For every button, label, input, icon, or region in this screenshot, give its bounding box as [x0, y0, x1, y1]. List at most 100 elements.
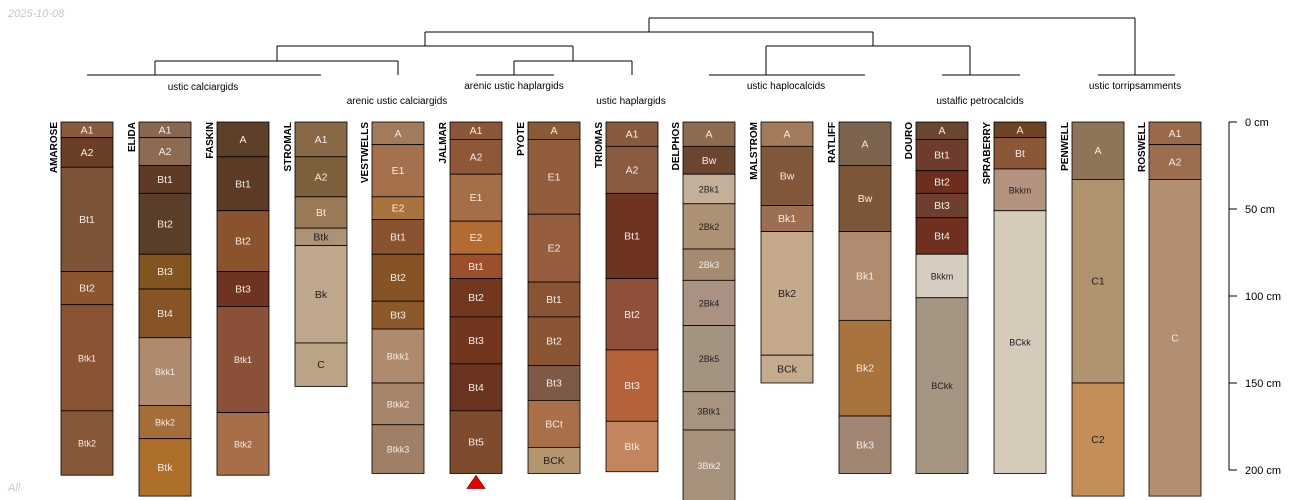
horizon-label: C [1171, 332, 1179, 344]
horizon-label: BCK [543, 455, 565, 467]
horizon-bt2[interactable] [138, 192, 192, 255]
profile-douro[interactable]: DOURO A Bt1 Bt2 Bt3 Bt4 Bkkm BCkk [904, 121, 969, 474]
profile-faskin[interactable]: FASKIN A Bt1 Bt2 Bt3 Btk1 Btk2 [205, 121, 270, 476]
horizon-bt3[interactable] [216, 271, 270, 307]
horizon-bt3[interactable] [915, 192, 969, 219]
horizon-3btk1[interactable] [682, 391, 736, 431]
group-label-calciargids: ustic calciargids [168, 82, 239, 93]
horizon-btk2[interactable] [216, 412, 270, 476]
horizon-label: Bt3 [468, 335, 484, 347]
horizon-bckk[interactable] [915, 297, 969, 474]
horizon-a2[interactable] [605, 145, 659, 194]
horizon-btk[interactable] [605, 420, 659, 473]
horizon-label: BCkk [1009, 338, 1031, 348]
horizon-2bk5[interactable] [682, 325, 736, 393]
profile-elida[interactable]: ELIDA A1 A2 Bt1 Bt2 Bt3 Bt4 Bkk1 Bkk2 Btk [127, 121, 192, 497]
profile-jalmar[interactable]: JALMAR A1 A2 E1 E2 Bt1 Bt2 Bt3 Bt4 Bt5 [438, 121, 503, 489]
horizon-a[interactable] [1071, 121, 1125, 180]
horizon-bk1[interactable] [760, 205, 814, 233]
horizon-btk1[interactable] [216, 306, 270, 413]
horizon-bk3[interactable] [838, 415, 892, 474]
horizon-bkk1[interactable] [138, 337, 192, 407]
horizon-btkk1[interactable] [371, 328, 425, 384]
horizon-bt3[interactable] [138, 253, 192, 290]
horizon-bk2[interactable] [838, 319, 892, 417]
horizon-label: Bt1 [79, 214, 95, 226]
horizon-bt1[interactable] [371, 219, 425, 255]
horizon-e2[interactable] [449, 220, 503, 255]
horizon-a1[interactable] [605, 121, 659, 147]
horizon-bkkm[interactable] [915, 253, 969, 299]
profile-penwell[interactable]: PENWELL A C1 C2 [1060, 121, 1125, 497]
horizon-label: Bt3 [235, 284, 251, 296]
horizon-bt2[interactable] [60, 271, 114, 306]
horizon-bt5[interactable] [449, 410, 503, 474]
profile-delphos[interactable]: DELPHOS A Bw 2Bk1 2Bk2 2Bk3 2Bk4 2Bk5 3Btk1 3Btk2 [671, 121, 736, 500]
horizon-bt1[interactable] [216, 156, 270, 212]
horizon-label: C2 [1091, 434, 1105, 446]
horizon-label: Btk2 [78, 439, 96, 449]
horizon-btk[interactable] [138, 438, 192, 497]
horizon-e1[interactable] [449, 173, 503, 222]
triangle-marker-icon [466, 474, 486, 489]
horizon-label: Bk3 [856, 439, 874, 451]
horizon-bw[interactable] [682, 145, 736, 175]
horizon-bt1[interactable] [527, 281, 581, 318]
horizon-a2[interactable] [138, 137, 192, 166]
horizon-btkk2[interactable] [371, 382, 425, 426]
horizon-a1[interactable] [294, 121, 348, 158]
horizon-bt[interactable] [993, 137, 1047, 170]
horizon-bk2[interactable] [760, 231, 814, 356]
horizon-c[interactable] [294, 342, 348, 387]
horizon-bt2[interactable] [605, 278, 659, 351]
profile-spraberry[interactable]: SPRABERRY A Bt Bkkm BCkk [982, 121, 1047, 474]
horizon-bw[interactable] [760, 145, 814, 206]
horizon-a2[interactable] [449, 138, 503, 175]
profile-ratliff[interactable]: RATLIFF A Bw Bk1 Bk2 Bk3 [827, 121, 892, 474]
horizon-bck[interactable] [527, 446, 581, 474]
profile-roswell[interactable]: ROSWELL A1 A2 C [1137, 121, 1202, 497]
horizon-label: Bt2 [624, 309, 640, 321]
profile-malstrom[interactable]: MALSTROM A Bw Bk1 Bk2 BCk [749, 121, 814, 384]
horizon-a[interactable] [760, 121, 814, 147]
profile-amarose[interactable]: AMAROSE A1 A2 Bt1 Bt2 Btk1 Btk2 [49, 121, 114, 476]
horizon-bt4[interactable] [449, 363, 503, 412]
horizon-bt4[interactable] [138, 288, 192, 339]
horizon-bkkm[interactable] [993, 168, 1047, 212]
horizon-c2[interactable] [1071, 382, 1125, 497]
horizon-e2[interactable] [527, 213, 581, 283]
horizon-bt1[interactable] [138, 165, 192, 194]
horizon-bt3[interactable] [527, 365, 581, 401]
profile-triomas[interactable]: TRIOMAS A1 A2 Bt1 Bt2 Bt3 Btk [594, 121, 659, 473]
horizon-a[interactable] [838, 121, 892, 166]
profile-name: SPRABERRY [982, 122, 993, 185]
horizon-btk1[interactable] [60, 304, 114, 412]
horizon-e1[interactable] [371, 144, 425, 198]
horizon-bt1[interactable] [605, 192, 659, 279]
horizon-3btk2[interactable] [682, 429, 736, 500]
horizon-label: 2Bk4 [699, 298, 720, 308]
horizon-2bk4[interactable] [682, 279, 736, 326]
horizon-2bk1[interactable] [682, 173, 736, 205]
profile-pyote[interactable]: PYOTE A E1 E2 Bt1 Bt2 Bt3 BCt BCK [516, 121, 581, 474]
horizon-bt2[interactable] [527, 316, 581, 367]
profile-vestwells[interactable]: VESTWELLS A E1 E2 Bt1 Bt2 Bt3 Btkk1 Btkk2 Btkk3 [360, 121, 425, 474]
horizon-bt2[interactable] [216, 210, 270, 273]
horizon-bckk[interactable] [993, 210, 1047, 474]
horizon-bt2[interactable] [449, 278, 503, 318]
horizon-c1[interactable] [1071, 179, 1125, 384]
profile-stromal[interactable]: STROMAL A1 A2 Bt Btk Bk C [283, 121, 348, 387]
horizon-bt[interactable] [294, 196, 348, 229]
horizon-bk[interactable] [294, 245, 348, 344]
horizon-bw[interactable] [838, 165, 892, 233]
horizon-bt3[interactable] [371, 300, 425, 330]
horizon-label: Btk1 [234, 355, 252, 365]
horizon-c[interactable] [1148, 179, 1202, 497]
horizon-bt3[interactable] [605, 349, 659, 422]
horizon-btkk3[interactable] [371, 424, 425, 474]
horizon-a[interactable] [216, 121, 270, 158]
horizon-bck[interactable] [760, 354, 814, 384]
horizon-a2[interactable] [1148, 144, 1202, 180]
horizon-btk2[interactable] [60, 410, 114, 476]
horizon-2bk3[interactable] [682, 248, 736, 281]
